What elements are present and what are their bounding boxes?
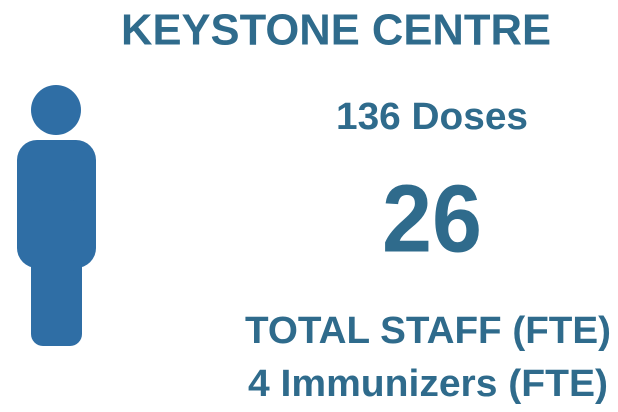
title: KEYSTONE CENTRE [121,6,551,55]
staff-label: TOTAL STAFF (FTE) [245,310,611,352]
person-legs [31,200,82,346]
immunizers: 4 Immunizers (FTE) [248,363,608,405]
doses: 136 Doses [336,96,528,138]
staff-count: 26 [382,165,482,272]
person-icon [17,85,96,346]
person-head [31,85,81,135]
